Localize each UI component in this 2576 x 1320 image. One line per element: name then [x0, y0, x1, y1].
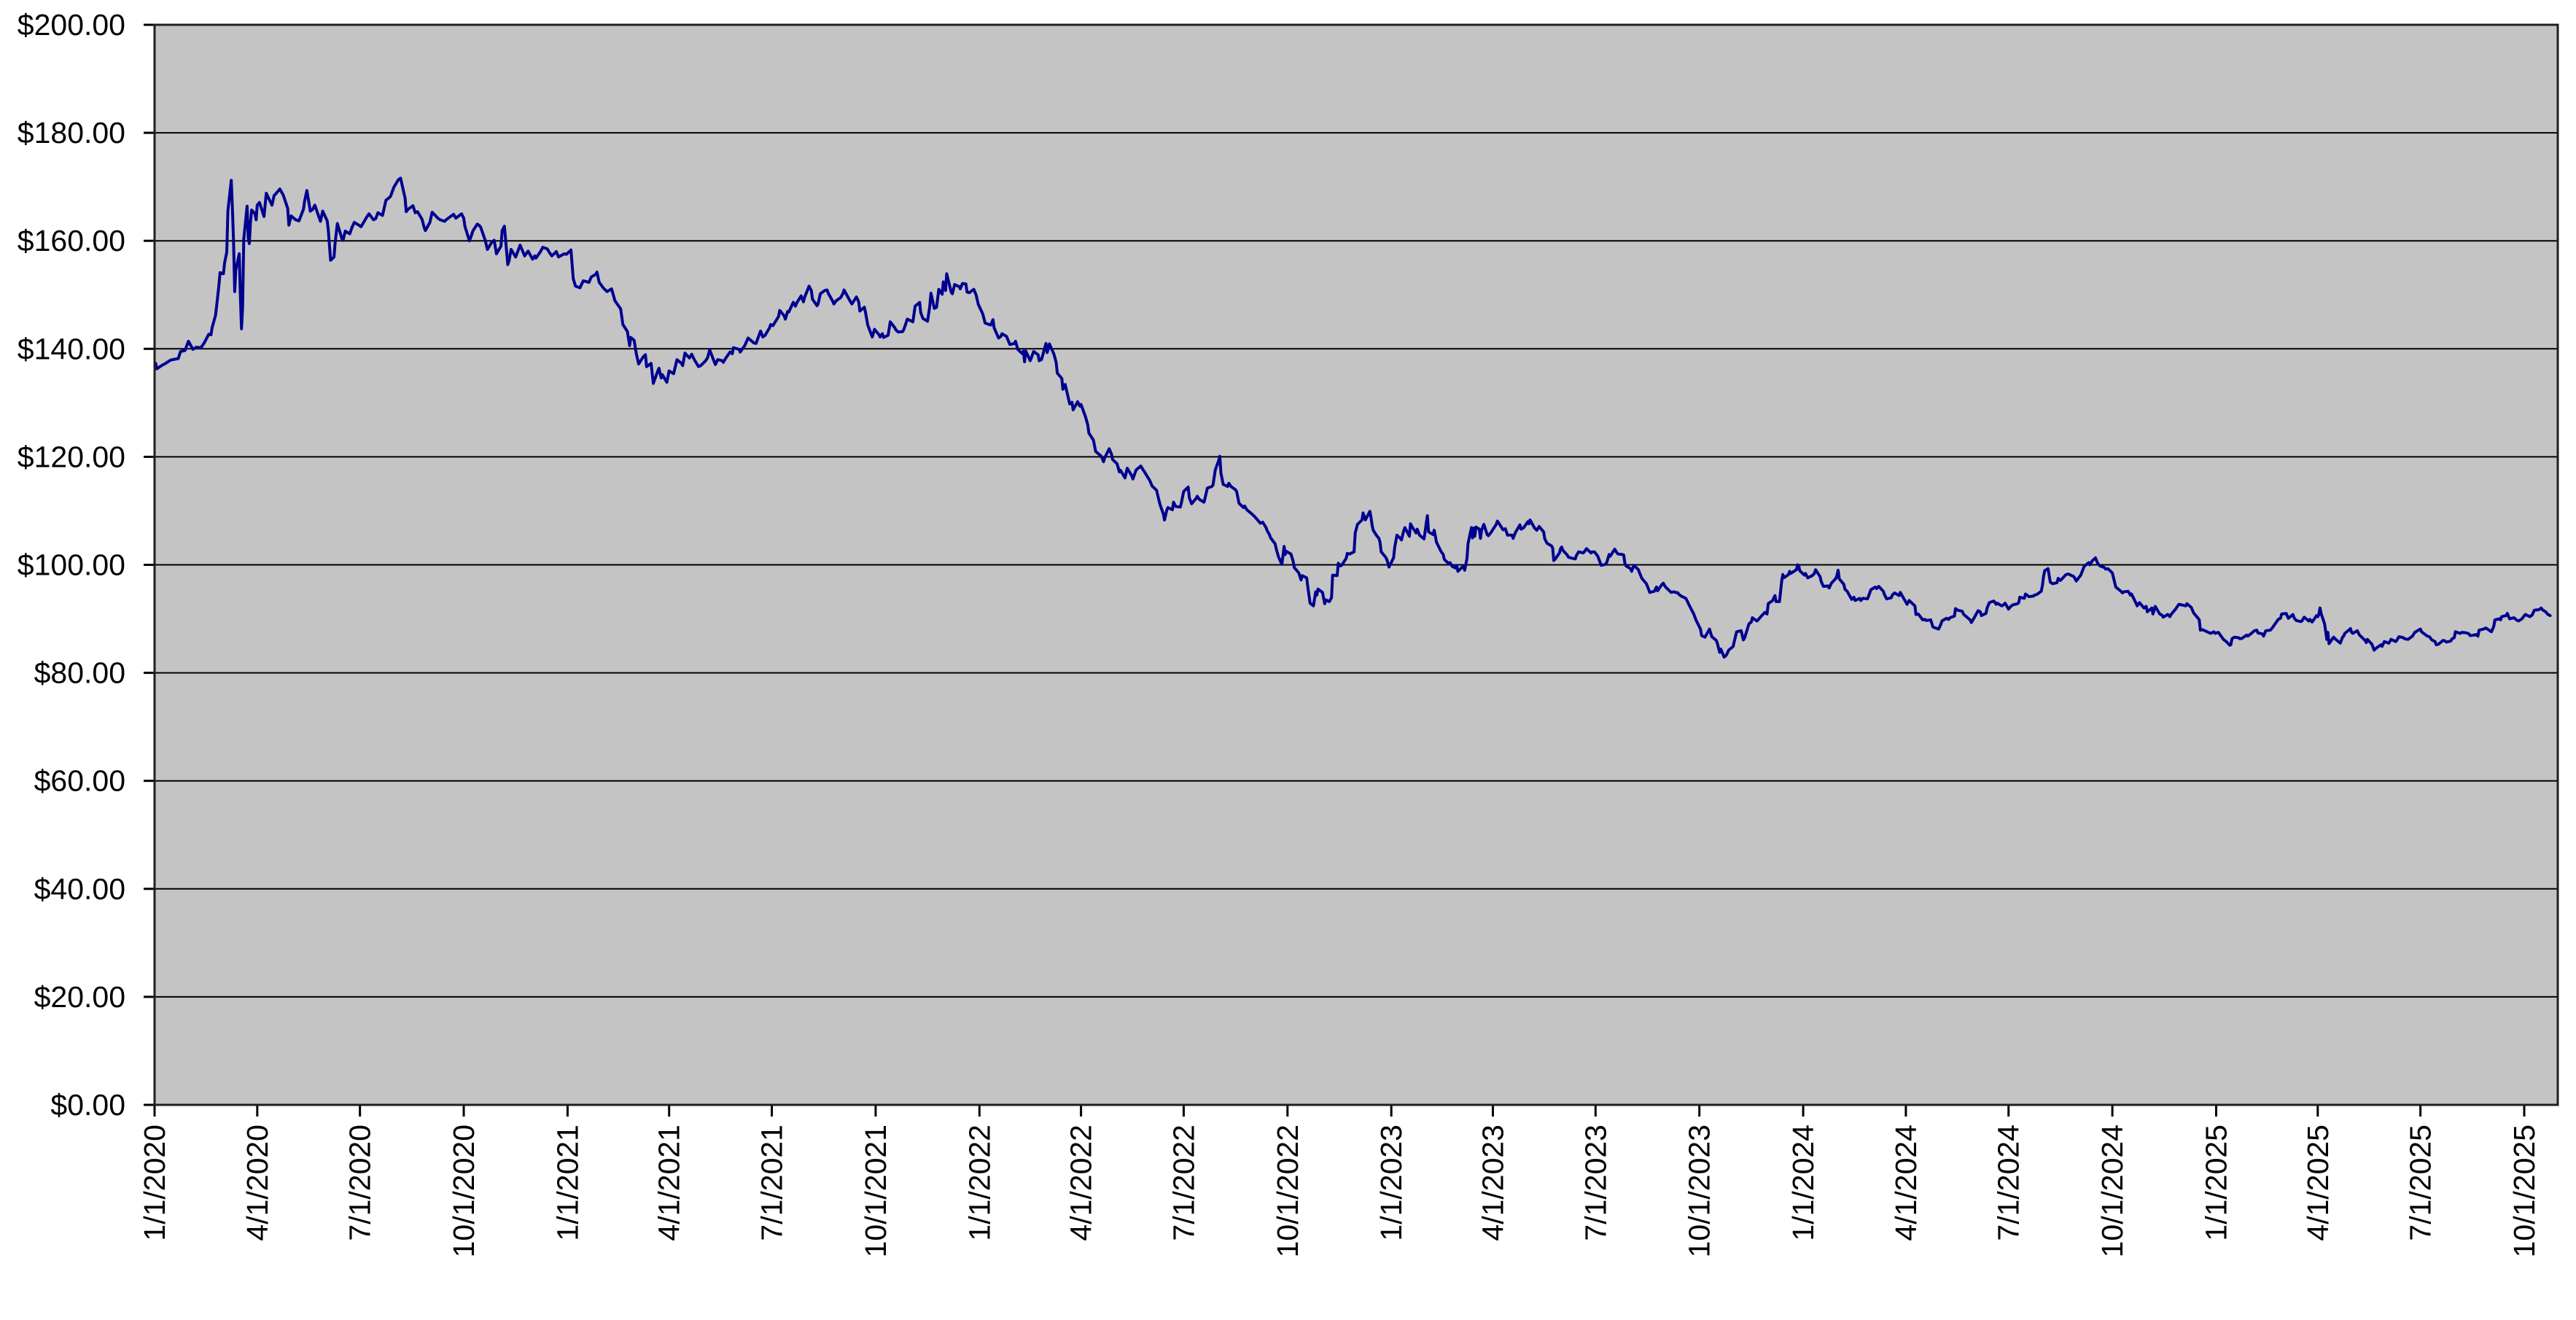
y-axis-label: $160.00 [17, 224, 125, 257]
x-axis-label: 4/1/2020 [241, 1125, 274, 1241]
x-axis-labels: 1/1/2020 4/1/2020 7/1/2020 10/1/2020 1/1/202… [138, 1125, 2541, 1257]
y-axis-label: $0.00 [50, 1088, 125, 1122]
x-axis-label: 10/1/2023 [1683, 1125, 1716, 1257]
x-axis-label: 7/1/2023 [1579, 1125, 1612, 1241]
y-axis-label: $100.00 [17, 548, 125, 582]
x-axis-label: 7/1/2024 [1992, 1125, 2026, 1241]
x-axis-label: 7/1/2022 [1167, 1125, 1200, 1241]
x-axis-label: 4/1/2025 [2301, 1125, 2335, 1241]
plot-area-border [153, 23, 2559, 1106]
y-axis-label: $140.00 [17, 332, 125, 365]
x-axis-label: 10/1/2024 [2096, 1125, 2129, 1257]
x-axis-label: 10/1/2020 [447, 1125, 480, 1257]
x-axis-label: 1/1/2020 [138, 1125, 171, 1241]
x-axis-label: 4/1/2021 [653, 1125, 686, 1241]
x-axis-label: 7/1/2020 [343, 1125, 377, 1241]
y-axis-label: $20.00 [34, 980, 125, 1014]
x-axis-label: 1/1/2024 [1786, 1125, 1820, 1241]
x-axis-label: 7/1/2021 [755, 1125, 789, 1241]
y-axis-label: $80.00 [34, 656, 125, 690]
x-axis-label: 4/1/2023 [1476, 1125, 1509, 1241]
x-axis-label: 1/1/2025 [2200, 1125, 2233, 1241]
y-axis-label: $60.00 [34, 764, 125, 798]
x-axis-label: 1/1/2021 [550, 1125, 584, 1241]
y-axis-label: $200.00 [17, 8, 125, 42]
x-axis-label: 4/1/2022 [1065, 1125, 1098, 1241]
y-axis-labels: $200.00 $180.00 $160.00 $140.00 $120.00 $100.… [17, 8, 125, 1122]
x-axis-label: 10/1/2022 [1271, 1125, 1304, 1257]
x-axis-label: 10/1/2021 [859, 1125, 892, 1257]
x-axis-label: 4/1/2024 [1889, 1125, 1923, 1241]
y-axis-label: $120.00 [17, 440, 125, 473]
y-axis-label: $40.00 [34, 872, 125, 906]
y-axis-label: $180.00 [17, 116, 125, 150]
y-axis-ticks [144, 23, 155, 1106]
x-axis-label: 10/1/2025 [2507, 1125, 2541, 1257]
x-axis-label: 1/1/2022 [962, 1125, 996, 1241]
price-line [154, 176, 2552, 659]
x-axis-label: 1/1/2023 [1374, 1125, 1408, 1241]
x-axis-ticks [153, 1105, 2526, 1117]
x-axis-label: 7/1/2025 [2404, 1125, 2437, 1241]
